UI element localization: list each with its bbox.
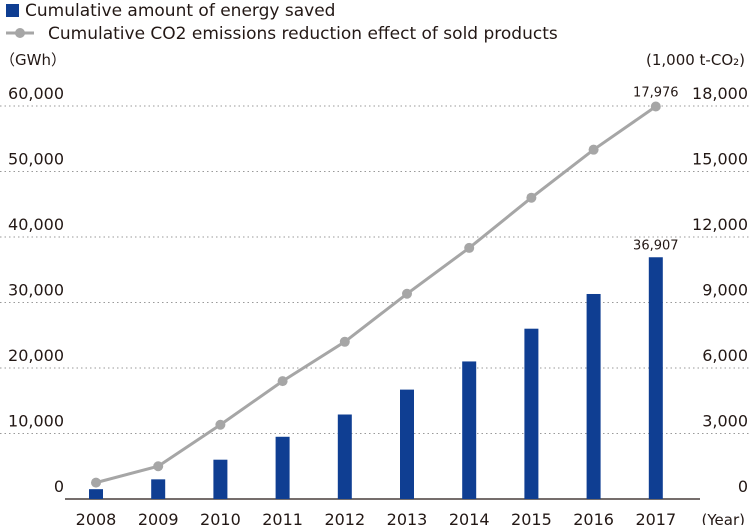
- y-tick-right-label: 6,000: [702, 346, 748, 365]
- bar-series: [89, 257, 663, 499]
- y-tick-left-label: 50,000: [8, 150, 64, 169]
- y-axis-left-ticks: 0 10,000 20,000 30,000 40,000 50,000 60,000: [8, 84, 64, 496]
- bar: [586, 293, 601, 499]
- gridlines: [0, 105, 750, 500]
- bar: [337, 414, 352, 499]
- x-tick-label: 2008: [76, 510, 117, 525]
- line-point: [153, 461, 164, 472]
- y-tick-right-label: 18,000: [692, 84, 748, 103]
- x-tick-label: 2016: [573, 510, 614, 525]
- y-tick-left-label: 0: [54, 477, 64, 496]
- bar: [524, 328, 539, 499]
- y-tick-left-label: 60,000: [8, 84, 64, 103]
- line-point: [339, 336, 350, 347]
- y-tick-left-label: 20,000: [8, 346, 64, 365]
- bar: [275, 436, 290, 499]
- x-tick-label: 2013: [387, 510, 428, 525]
- x-tick-label: 2012: [324, 510, 365, 525]
- legend-line-marker: [15, 28, 25, 38]
- x-axis-label: (Year): [702, 511, 745, 525]
- x-tick-label: 2009: [138, 510, 179, 525]
- y-axis-right-label: (1,000 t-CO₂): [646, 51, 745, 69]
- legend-bar-swatch: [6, 4, 19, 17]
- line-point: [91, 477, 101, 488]
- data-labels: 36,907 17,976: [633, 86, 679, 254]
- x-axis-ticks: 2008 2009 2010 2011 2012 2013 2014 2015 2016 2017: [76, 510, 677, 525]
- bar: [89, 489, 103, 499]
- legend: Cumulative amount of energy saved Cumula…: [6, 1, 558, 44]
- y-axis-right-ticks: 0 3,000 6,000 9,000 12,000 15,000 18,000: [692, 84, 748, 496]
- y-tick-right-label: 3,000: [702, 412, 748, 431]
- line-series: [91, 101, 661, 488]
- line-point: [588, 144, 599, 155]
- data-label: 36,907: [633, 238, 679, 253]
- legend-line-label: Cumulative CO2 emissions reduction effec…: [48, 24, 558, 44]
- y-tick-right-label: 15,000: [692, 150, 748, 169]
- line-point: [402, 288, 412, 299]
- data-label: 17,976: [633, 86, 679, 101]
- line-path: [95, 105, 657, 485]
- y-tick-right-label: 12,000: [692, 215, 748, 234]
- y-tick-left-label: 30,000: [8, 281, 64, 300]
- x-tick-label: 2010: [200, 510, 241, 525]
- y-axis-left-label: （GWh）: [0, 51, 66, 69]
- y-tick-left-label: 10,000: [8, 412, 64, 431]
- x-tick-label: 2014: [449, 510, 490, 525]
- line-point: [526, 192, 537, 203]
- bar: [462, 361, 477, 499]
- legend-bar-label: Cumulative amount of energy saved: [25, 1, 335, 21]
- line-point: [215, 419, 226, 430]
- y-tick-left-label: 40,000: [8, 215, 64, 234]
- bar: [213, 459, 228, 499]
- line-point: [650, 101, 661, 112]
- bar: [400, 389, 414, 499]
- bar: [648, 257, 663, 499]
- bar: [151, 479, 166, 499]
- x-tick-label: 2017: [635, 510, 676, 525]
- y-tick-right-label: 9,000: [702, 281, 748, 300]
- line-point: [464, 242, 475, 253]
- line-point: [277, 376, 288, 387]
- y-tick-right-label: 0: [738, 477, 748, 496]
- x-tick-label: 2011: [262, 510, 303, 525]
- x-tick-label: 2015: [511, 510, 552, 525]
